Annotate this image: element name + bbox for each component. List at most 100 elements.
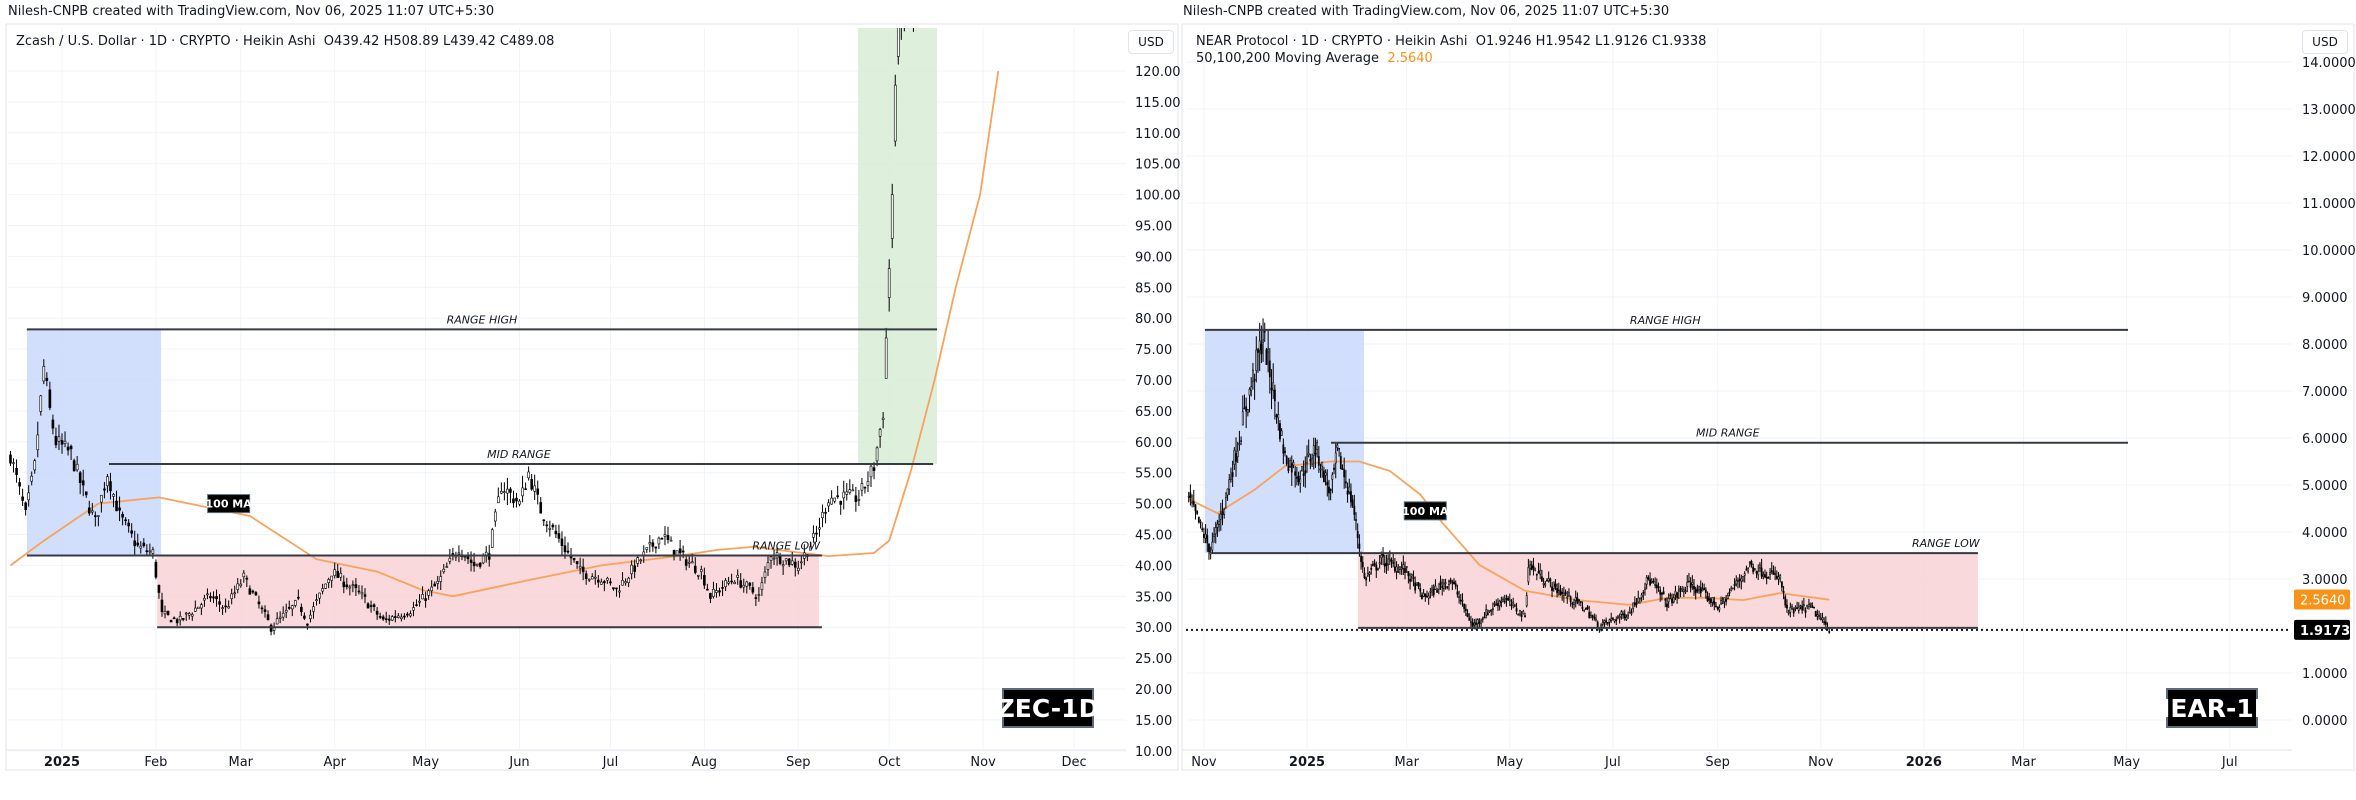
candle [1669, 594, 1672, 597]
candle [1564, 592, 1567, 595]
near-currency-button[interactable]: USD [2302, 30, 2348, 54]
zec-panel-frame [5, 23, 1179, 771]
candle [1655, 584, 1658, 589]
candle [578, 566, 582, 569]
candle [81, 480, 85, 486]
candle [1380, 554, 1383, 559]
candle [1488, 610, 1491, 612]
candle [1747, 568, 1749, 572]
candle [1603, 620, 1606, 623]
candle [1581, 606, 1584, 609]
candle [148, 550, 152, 553]
near-chart[interactable]: 14.0000 13.0000 12.0000 11.0000 10.0000 9.000… [1186, 28, 2356, 770]
candle [1323, 470, 1325, 483]
candle [1448, 581, 1450, 585]
y-tick-label: 10.0000 [2302, 244, 2356, 259]
candle [772, 557, 776, 560]
candle [1459, 599, 1462, 602]
x-tick-label: Jul [1604, 755, 1621, 770]
candle [1454, 583, 1457, 587]
candle [1493, 603, 1496, 605]
candle [1681, 590, 1684, 593]
candle [1192, 501, 1195, 505]
candle [572, 557, 576, 561]
candle [1666, 603, 1668, 608]
candle [197, 606, 200, 609]
level-label: RANGE HIGH [1630, 314, 1701, 327]
candle [1502, 598, 1504, 601]
candle [509, 488, 512, 493]
candle [1767, 577, 1770, 579]
candle [1611, 617, 1614, 620]
candle [1828, 631, 1831, 633]
candle [754, 597, 758, 599]
candle [442, 568, 446, 573]
zec-badge [1002, 688, 1094, 728]
candle [1645, 577, 1648, 585]
y-tick-label: 30.00 [1135, 621, 1172, 636]
candle [1811, 605, 1814, 608]
x-tick-label: Jun [508, 755, 529, 770]
candle [1711, 597, 1714, 603]
candle [703, 575, 706, 586]
candle [1769, 572, 1771, 575]
candle [233, 592, 237, 595]
candle [1363, 572, 1366, 579]
candle [1223, 509, 1226, 515]
candle [290, 605, 294, 610]
candle [687, 561, 691, 564]
y-tick-label: 50.00 [1135, 498, 1172, 513]
candle [1333, 467, 1335, 470]
candle [718, 590, 721, 593]
candle [1809, 602, 1812, 605]
candle [1576, 597, 1579, 604]
candle [1294, 471, 1297, 476]
zec-chart[interactable]: 120.00 115.00 110.00 105.00 100.00 95.00 90.00… [8, 0, 1181, 770]
y-tick-label: 1.0000 [2302, 667, 2348, 682]
zec-currency-button[interactable]: USD [1128, 30, 1174, 54]
candle [518, 500, 521, 505]
candle [1358, 543, 1361, 549]
candle [1497, 603, 1499, 607]
near-plot-area: RANGE HIGH MID RANGE RANGE LOW [1186, 314, 2290, 634]
candle [163, 611, 167, 615]
candle [666, 535, 670, 540]
candle [393, 616, 397, 619]
candle [563, 545, 567, 553]
candle [1542, 583, 1545, 585]
x-tick-label: Mar [229, 755, 254, 770]
candle [133, 540, 137, 547]
candle [412, 607, 415, 611]
candle [1601, 622, 1604, 625]
candle [493, 511, 497, 522]
candle [748, 582, 752, 586]
candle [1458, 596, 1461, 599]
candle [530, 479, 533, 490]
candle [351, 584, 355, 587]
candle [1775, 575, 1778, 579]
near-badge [2166, 688, 2258, 728]
candle [1414, 582, 1417, 591]
candle [1708, 598, 1711, 601]
candle [1285, 456, 1288, 465]
candle [696, 574, 700, 577]
y-tick-label: 35.00 [1135, 590, 1172, 605]
candle [1672, 597, 1675, 603]
candle [103, 488, 106, 491]
candle [1295, 476, 1298, 479]
candle [1275, 414, 1278, 418]
candle [1674, 590, 1677, 596]
candle [497, 496, 500, 504]
y-tick-label: 14.0000 [2302, 56, 2356, 71]
x-tick-label: 2025 [44, 755, 80, 770]
y-tick-label: 45.00 [1135, 529, 1172, 544]
candle [375, 610, 379, 615]
candle [430, 586, 433, 591]
candle [881, 417, 885, 420]
ma-100-tag-label: 100 MA [206, 498, 253, 511]
candle [624, 581, 627, 584]
candle [851, 489, 855, 492]
candle [427, 590, 430, 596]
candle [654, 546, 658, 549]
candle [848, 489, 852, 494]
